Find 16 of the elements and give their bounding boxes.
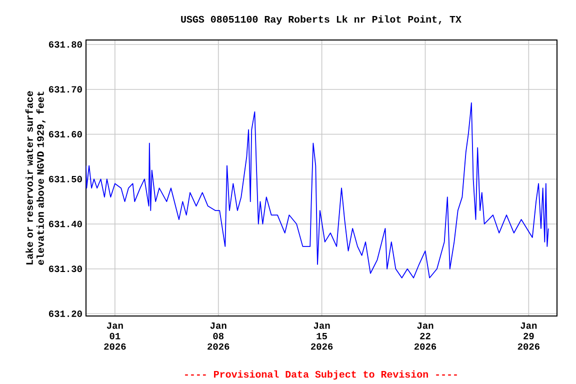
y-tick-label: 631.50: [48, 176, 82, 182]
line-series: [86, 102, 549, 278]
x-tick-label: Jan 29 2026: [518, 322, 540, 350]
x-tick-label: Jan 08 2026: [208, 322, 230, 350]
y-tick-label: 631.80: [48, 41, 82, 48]
chart-title: USGS 08051100 Ray Roberts Lk nr Pilot Point, TX: [181, 15, 462, 25]
x-tick-label: Jan 01 2026: [104, 322, 126, 350]
y-tick-label: 631.60: [48, 131, 82, 138]
y-tick-label: 631.70: [48, 86, 82, 93]
text: ---- Provisional Data Subject to Revision ----: [185, 370, 457, 380]
y-tick-label: 631.30: [48, 266, 82, 272]
y-tick-label: 631.40: [48, 220, 82, 228]
x-tick-label: Jan 15 2026: [311, 322, 333, 350]
x-tick-label: Jan 22 2026: [414, 322, 436, 350]
y-tick-label: 631.20: [48, 310, 82, 317]
y-axis-title: Lake or reservoir water surface elevation above NGVD 1929, feet: [25, 91, 46, 265]
